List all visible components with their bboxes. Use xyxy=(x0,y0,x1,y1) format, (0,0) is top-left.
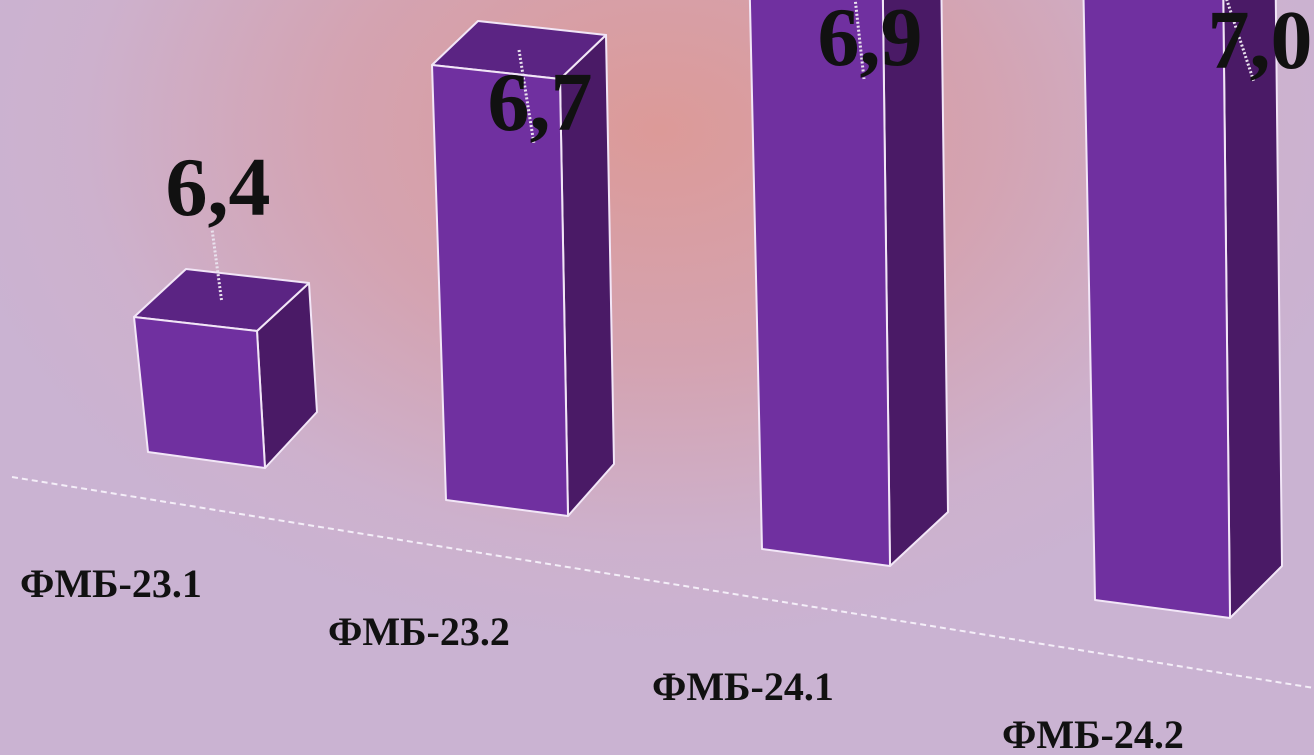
category-label: ФМБ-24.2 xyxy=(1002,712,1184,755)
bar-front-face xyxy=(748,0,891,567)
bar-value-label: 6,4 xyxy=(166,141,271,234)
category-label: ФМБ-23.2 xyxy=(328,609,510,654)
category-labels-group: ФМБ-23.1 ФМБ-23.2 ФМБ-24.1 ФМБ-24.2 xyxy=(20,561,1184,755)
bar-front-face xyxy=(431,64,569,517)
bar-value-label: 6,7 xyxy=(488,56,593,149)
bar-value-label: 6,9 xyxy=(818,0,923,84)
value-labels-group: 6,4 6,7 6,9 7,0 xyxy=(166,0,1313,234)
bar-value-label: 7,0 xyxy=(1208,0,1313,87)
bar-front-face xyxy=(1082,0,1231,619)
bar xyxy=(1082,0,1283,619)
bar xyxy=(133,268,318,469)
bar xyxy=(431,20,615,517)
bar xyxy=(748,0,949,567)
bar-front-face xyxy=(133,316,266,469)
bars-group xyxy=(133,0,1283,619)
bar-side-face xyxy=(1222,0,1283,619)
bar-side-face xyxy=(881,0,949,567)
category-label: ФМБ-23.1 xyxy=(20,561,202,606)
category-label: ФМБ-24.1 xyxy=(652,664,834,709)
